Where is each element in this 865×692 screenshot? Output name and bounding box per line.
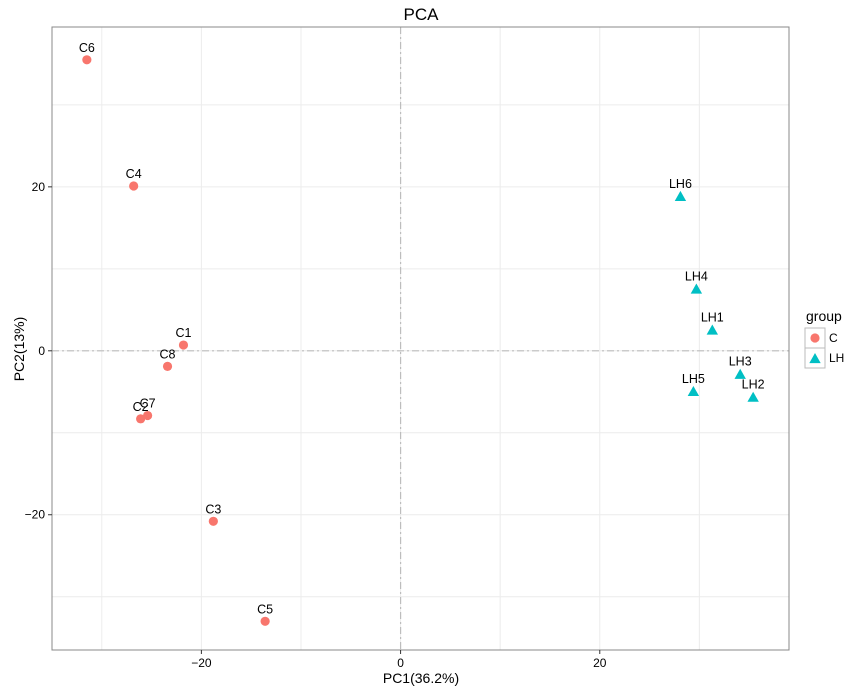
panel-border	[51, 26, 790, 651]
data-point-lh6	[674, 190, 687, 201]
point-label-lh6: LH6	[669, 177, 692, 191]
point-label-lh4: LH4	[685, 269, 708, 283]
data-point-c8	[162, 361, 173, 371]
y-axis-label: PC2(13%)	[11, 317, 27, 382]
point-label-c4: C4	[126, 167, 142, 181]
point-label-c5: C5	[257, 602, 273, 616]
data-point-c6	[82, 55, 92, 65]
data-point-c4	[129, 181, 139, 191]
data-point-lh1	[706, 324, 719, 335]
y-tick-label: −20	[25, 508, 46, 522]
point-label-lh3: LH3	[729, 355, 752, 369]
legend-marker-c	[810, 333, 820, 343]
reference-lines	[52, 27, 789, 650]
data-point-c1	[178, 340, 189, 350]
data-point-c7	[143, 410, 153, 421]
legend-title: group	[806, 308, 842, 324]
data-points	[82, 55, 759, 626]
legend-items: C LH	[804, 327, 844, 369]
data-point-c2	[136, 414, 146, 424]
y-tick-label: 0	[38, 344, 45, 358]
point-label-lh2: LH2	[742, 378, 765, 392]
x-tick-label: −20	[191, 656, 212, 670]
data-point-c3	[208, 516, 218, 526]
point-label-c2: C2	[133, 400, 149, 414]
point-label-c8: C8	[160, 347, 176, 361]
data-point-lh5	[687, 385, 700, 397]
x-tick-label: 20	[593, 656, 607, 670]
data-point-lh2	[747, 391, 759, 402]
chart-title: PCA	[404, 5, 440, 24]
point-label-c7: C7	[140, 397, 156, 411]
x-tick-label: 0	[397, 656, 404, 670]
y-tick-label: 20	[32, 180, 46, 194]
data-point-lh4	[690, 283, 703, 294]
x-axis-label: PC1(36.2%)	[383, 670, 459, 686]
point-label-c6: C6	[79, 41, 95, 55]
axis-ticks: −20 0 20 −20 0 20	[25, 180, 607, 670]
point-label-lh5: LH5	[682, 372, 705, 386]
data-point-lh3	[734, 368, 746, 379]
data-point-c5	[260, 616, 270, 626]
legend: group C LH	[804, 308, 844, 369]
point-label-lh1: LH1	[701, 310, 724, 324]
point-label-c3: C3	[205, 502, 221, 516]
grid-layer	[52, 27, 789, 650]
point-label-c1: C1	[175, 326, 191, 340]
legend-marker-lh	[809, 353, 821, 364]
legend-label-c: C	[829, 331, 838, 345]
legend-label-lh: LH	[829, 351, 844, 365]
